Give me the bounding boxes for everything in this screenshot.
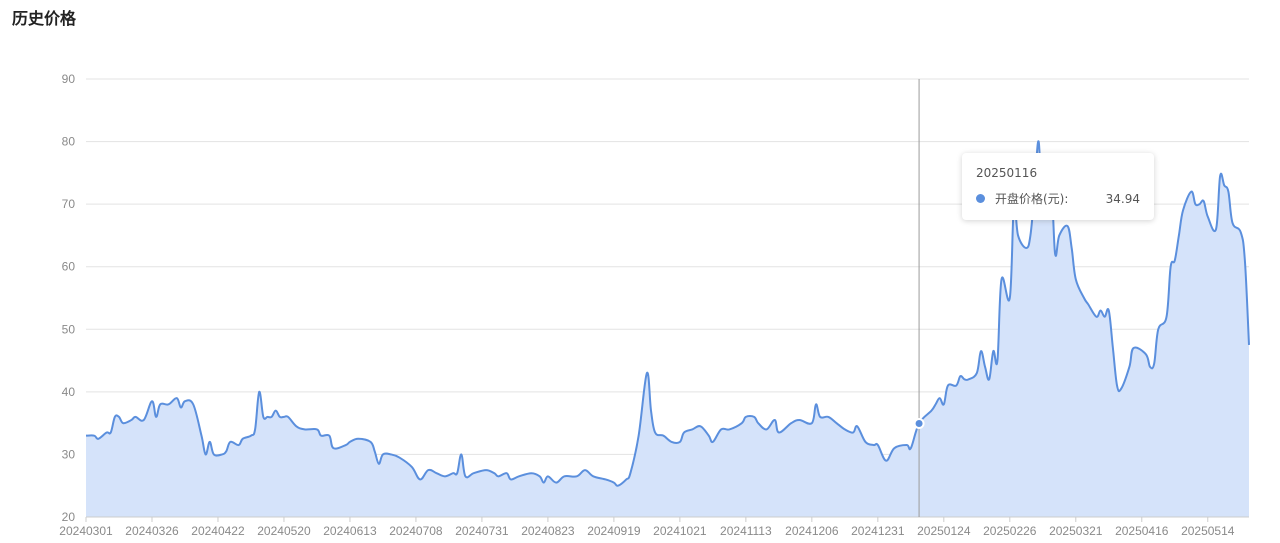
tooltip-series-label: 开盘价格(元):: [995, 192, 1069, 206]
x-tick-label: 20250321: [1049, 524, 1103, 538]
y-tick-label: 80: [62, 135, 76, 149]
x-tick-label: 20241113: [720, 524, 772, 538]
series-area: [86, 141, 1249, 517]
x-tick-label: 20240731: [455, 524, 509, 538]
y-tick-label: 50: [62, 322, 76, 336]
x-tick-label: 20240919: [587, 524, 641, 538]
x-tick-label: 20240613: [323, 524, 377, 538]
tooltip-row: 开盘价格(元): 34.94: [976, 190, 1140, 207]
highlighted-point: [913, 418, 925, 430]
y-tick-label: 70: [62, 197, 76, 211]
x-tick-label: 20240301: [59, 524, 113, 538]
x-tick-label: 20240520: [257, 524, 311, 538]
series-dot-icon: [976, 194, 985, 203]
y-tick-label: 40: [62, 385, 76, 399]
x-tick-label: 20250514: [1181, 524, 1235, 538]
tooltip-date: 20250116: [976, 166, 1038, 180]
x-tick-label: 20250226: [983, 524, 1037, 538]
x-tick-label: 20240708: [389, 524, 443, 538]
x-tick-label: 20241231: [851, 524, 905, 538]
y-tick-label: 20: [62, 510, 76, 524]
y-tick-label: 60: [62, 260, 76, 274]
chart-tooltip: 20250116 开盘价格(元): 34.94: [962, 153, 1154, 220]
x-tick-label: 20240326: [125, 524, 179, 538]
x-tick-label: 20241206: [785, 524, 839, 538]
x-tick-label: 20241021: [653, 524, 707, 538]
tooltip-value: 34.94: [1105, 191, 1140, 206]
series-line: [85, 140, 1250, 487]
x-tick-label: 20240422: [191, 524, 245, 538]
x-tick-label: 20250416: [1115, 524, 1169, 538]
y-tick-label: 90: [62, 72, 76, 86]
x-tick-label: 20250124: [917, 524, 971, 538]
y-tick-label: 30: [62, 447, 76, 461]
x-tick-label: 20240823: [521, 524, 575, 538]
page-title: 历史价格: [12, 9, 77, 28]
